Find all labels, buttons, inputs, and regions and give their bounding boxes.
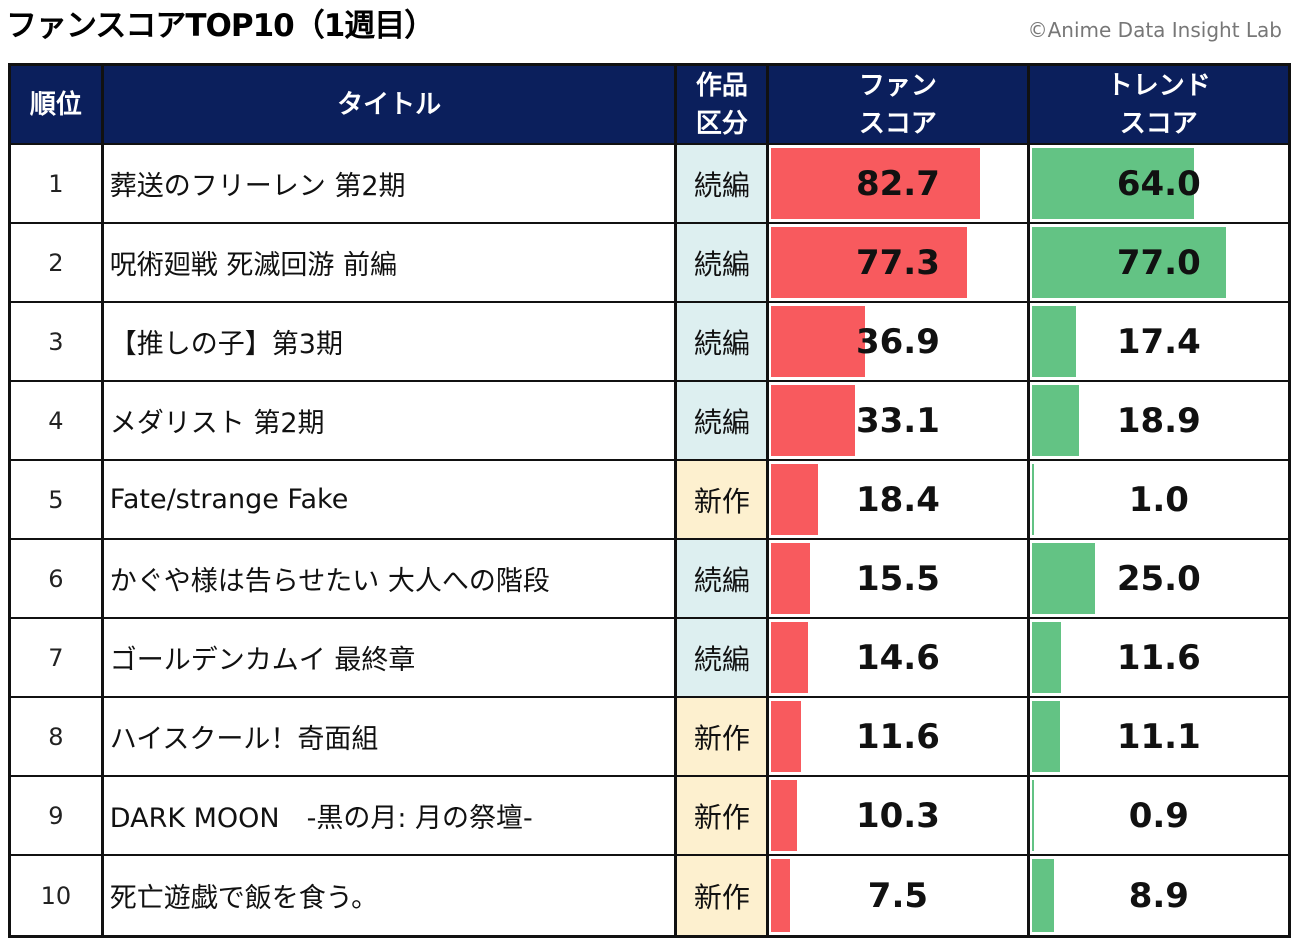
fan-score-bar [771, 227, 967, 298]
rank: 8 [48, 722, 64, 751]
anime-title: Fate/strange Fake [109, 484, 349, 515]
anime-title: メダリスト 第2期 [109, 408, 325, 439]
header-row: 順位 タイトル 作品 区分 ファン スコア トレンド スコア [11, 66, 1288, 145]
trend-score-value: 18.9 [1116, 400, 1201, 441]
anime-title: 死亡遊戯で飯を食う。 [109, 883, 379, 914]
fan-score-value: 36.9 [855, 321, 940, 362]
page-title: ファンスコアTOP10（1週目） [6, 8, 435, 44]
table-row: 3 【推しの子】第3期 続編 36.9 17.4 [11, 303, 1288, 382]
fan-score-value: 11.6 [855, 716, 940, 757]
category-label: 新作 [693, 721, 750, 755]
header-fan-score: ファン スコア [769, 66, 1030, 143]
fan-score-bar [771, 701, 801, 772]
category-label: 続編 [693, 326, 750, 360]
table-row: 10 死亡遊戯で飯を食う。 新作 7.5 8.9 [11, 856, 1288, 935]
category-label: 続編 [693, 168, 750, 202]
rank: 3 [48, 327, 64, 356]
trend-score-value: 11.6 [1116, 637, 1201, 678]
anime-title: 呪術廻戦 死滅回游 前編 [109, 250, 397, 281]
fan-score-value: 14.6 [855, 637, 940, 678]
header-category: 作品 区分 [677, 66, 770, 143]
trend-score-value: 1.0 [1128, 479, 1189, 520]
category-label: 続編 [693, 247, 750, 281]
fan-score-bar [771, 543, 811, 614]
rank: 5 [48, 485, 64, 514]
rank: 1 [48, 169, 64, 198]
trend-score-value: 25.0 [1116, 558, 1201, 599]
anime-title: 葬送のフリーレン 第2期 [109, 171, 406, 202]
fan-score-bar [771, 148, 981, 219]
rank: 10 [40, 881, 72, 910]
trend-score-bar [1031, 701, 1060, 772]
anime-title: 【推しの子】第3期 [109, 329, 343, 360]
trend-score-value: 64.0 [1116, 163, 1201, 204]
table-row: 4 メダリスト 第2期 続編 33.1 18.9 [11, 382, 1288, 461]
category-label: 続編 [693, 642, 750, 676]
table-row: 9 DARK MOON -黒の月: 月の祭壇- 新作 10.3 0.9 [11, 777, 1288, 856]
fan-score-value: 18.4 [855, 479, 940, 520]
fan-score-bar [771, 780, 798, 851]
trend-score-value: 11.1 [1116, 716, 1201, 757]
anime-title: DARK MOON -黒の月: 月の祭壇- [109, 803, 533, 834]
category-label: 新作 [693, 880, 750, 914]
trend-score-bar [1031, 306, 1076, 377]
trend-score-bar [1031, 859, 1055, 932]
header-title: タイトル [104, 66, 678, 143]
fan-score-bar [771, 385, 855, 456]
anime-title: ハイスクール！奇面組 [109, 724, 379, 755]
table-row: 7 ゴールデンカムイ 最終章 続編 14.6 11.6 [11, 619, 1288, 698]
rank: 6 [48, 564, 64, 593]
fan-score-bar [771, 306, 865, 377]
header-rank: 順位 [11, 66, 104, 143]
table-row: 1 葬送のフリーレン 第2期 続編 82.7 64.0 [11, 145, 1288, 224]
fan-score-value: 33.1 [855, 400, 940, 441]
rank: 2 [48, 248, 64, 277]
trend-score-bar [1031, 464, 1035, 535]
rank: 7 [48, 643, 64, 672]
trend-score-bar [1031, 385, 1080, 456]
trend-score-value: 0.9 [1128, 795, 1189, 836]
fan-score-bar [771, 622, 809, 693]
trend-score-value: 77.0 [1116, 242, 1201, 283]
table-row: 5 Fate/strange Fake 新作 18.4 1.0 [11, 461, 1288, 540]
rank: 9 [48, 801, 64, 830]
category-label: 続編 [693, 563, 750, 597]
anime-title: かぐや様は告らせたい 大人への階段 [109, 566, 550, 597]
trend-score-bar [1031, 543, 1095, 614]
trend-score-value: 17.4 [1116, 321, 1201, 362]
table-row: 6 かぐや様は告らせたい 大人への階段 続編 15.5 25.0 [11, 540, 1288, 619]
header-trend-score: トレンド スコア [1106, 70, 1211, 139]
trend-score-value: 8.9 [1128, 875, 1189, 916]
table-row: 2 呪術廻戦 死滅回游 前編 続編 77.3 77.0 [11, 224, 1288, 303]
anime-title: ゴールデンカムイ 最終章 [109, 645, 416, 676]
fan-score-value: 15.5 [855, 558, 940, 599]
fan-score-value: 82.7 [855, 163, 940, 204]
table-row: 8 ハイスクール！奇面組 新作 11.6 11.1 [11, 698, 1288, 777]
rank: 4 [48, 406, 64, 435]
fan-score-value: 7.5 [867, 875, 929, 916]
trend-score-bar [1031, 780, 1034, 851]
fan-score-value: 77.3 [855, 242, 940, 283]
credit: ©Anime Data Insight Lab [1027, 18, 1282, 42]
category-label: 新作 [693, 484, 750, 518]
category-label: 新作 [693, 800, 750, 834]
fan-score-bar [771, 464, 818, 535]
trend-score-bar [1031, 148, 1194, 219]
trend-score-bar [1031, 227, 1227, 298]
category-label: 続編 [693, 405, 750, 439]
trend-score-bar [1031, 622, 1061, 693]
fan-score-value: 10.3 [855, 795, 940, 836]
fan-score-bar [771, 859, 791, 932]
ranking-table: 順位 タイトル 作品 区分 ファン スコア トレンド スコア 1 葬送のフリーレ… [8, 63, 1291, 938]
